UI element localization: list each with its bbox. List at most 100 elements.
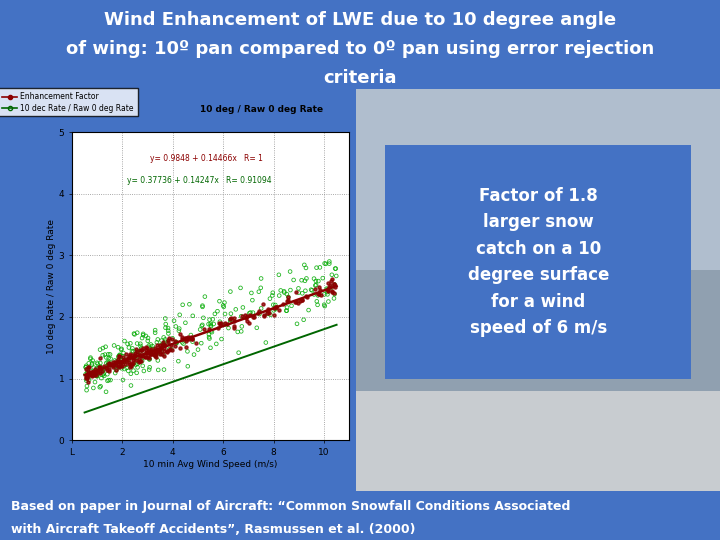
Point [274, 306, 285, 314]
Point [163, 334, 174, 342]
Point [158, 365, 170, 374]
Point [235, 327, 247, 336]
Point [121, 350, 132, 359]
Point [323, 283, 334, 292]
Point [235, 312, 247, 321]
Point [98, 361, 109, 370]
Point [91, 367, 103, 375]
Point [122, 340, 133, 348]
Point [174, 324, 185, 333]
Point [87, 371, 99, 380]
Point [117, 349, 129, 357]
Point [299, 276, 310, 285]
Point [247, 308, 258, 317]
Point [303, 306, 315, 314]
Point [188, 350, 199, 359]
Point [300, 291, 312, 300]
Point [119, 364, 130, 373]
Point [132, 351, 144, 360]
Point [174, 330, 186, 339]
Point [160, 338, 171, 346]
Point [125, 369, 137, 378]
Point [290, 287, 302, 296]
Point [158, 341, 170, 350]
Point [90, 371, 102, 380]
Point [115, 362, 127, 370]
Point [138, 353, 149, 362]
Point [127, 354, 139, 363]
Point [139, 353, 150, 361]
Point [181, 343, 192, 352]
Point [101, 366, 112, 374]
Point [163, 345, 175, 353]
Point [163, 326, 174, 335]
Point [114, 351, 126, 360]
Point [110, 357, 122, 366]
Point [154, 348, 166, 356]
Point [297, 295, 308, 304]
Point [153, 345, 164, 354]
Point [81, 375, 93, 383]
Point [100, 342, 112, 351]
Point [97, 367, 109, 375]
Point [100, 388, 112, 396]
Point [218, 302, 230, 311]
Point [179, 334, 191, 343]
Point [186, 335, 198, 343]
Point [318, 300, 330, 309]
Point [322, 286, 333, 294]
Point [135, 357, 146, 366]
Point [120, 360, 132, 369]
Point [99, 364, 110, 373]
Point [253, 307, 265, 315]
Point [86, 368, 98, 376]
Point [140, 348, 152, 356]
FancyBboxPatch shape [385, 145, 691, 379]
Point [160, 320, 171, 328]
Point [140, 352, 151, 361]
Point [122, 353, 134, 362]
Point [112, 362, 123, 370]
Point [322, 285, 333, 294]
Point [103, 360, 114, 368]
Point [137, 362, 148, 370]
Point [121, 355, 132, 363]
Point [102, 350, 114, 359]
Point [288, 275, 300, 284]
Point [153, 345, 165, 354]
Point [91, 364, 102, 373]
Point [197, 302, 208, 311]
Point [271, 302, 282, 311]
Point [187, 312, 199, 320]
Point [282, 303, 293, 312]
Point [84, 375, 95, 384]
Point [256, 274, 267, 283]
Point [93, 369, 104, 378]
Point [143, 334, 154, 342]
Point [150, 343, 161, 352]
Point [156, 345, 167, 353]
Point [149, 349, 161, 357]
Point [173, 357, 184, 366]
Point [130, 353, 141, 362]
Point [213, 318, 225, 327]
Text: of wing: 10º pan compared to 0º pan using error rejection: of wing: 10º pan compared to 0º pan usin… [66, 40, 654, 58]
Point [130, 345, 141, 354]
Point [81, 361, 92, 370]
Point [97, 366, 109, 375]
Point [230, 305, 241, 314]
Point [268, 300, 279, 309]
Point [87, 368, 99, 376]
Point [122, 355, 134, 364]
Point [109, 356, 120, 365]
Point [163, 329, 174, 338]
Point [148, 350, 159, 359]
Point [196, 321, 207, 330]
Point [117, 356, 129, 364]
Point [253, 309, 264, 318]
Point [320, 260, 332, 268]
Point [279, 287, 290, 296]
Point [144, 354, 156, 362]
Point [186, 334, 198, 342]
Point [204, 325, 215, 334]
